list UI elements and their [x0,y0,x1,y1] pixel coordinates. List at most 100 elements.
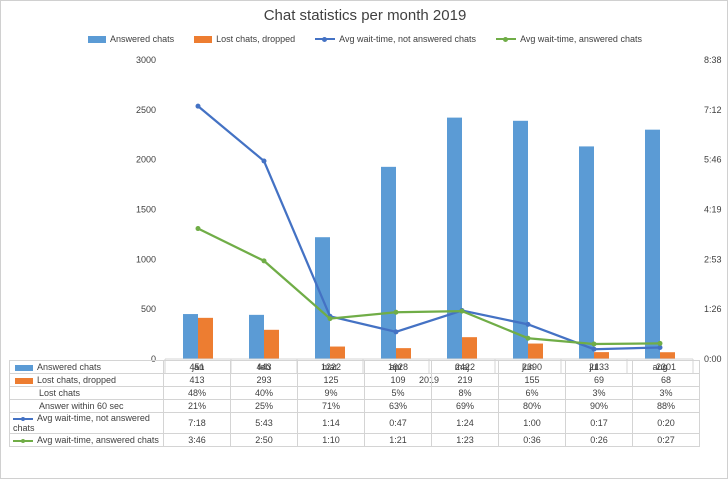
table-row-label: Lost chats [39,388,81,398]
table-cell: 2422 [431,360,499,374]
bar-answered-apr [381,166,396,359]
y-right-tick-label: 2:53 [704,254,722,264]
table-cell: 0:27 [632,433,700,447]
table-legend-key [15,377,33,384]
point-wait-not-answered-jan [195,103,201,109]
y-left-tick-label: 2000 [136,155,156,165]
table-cell: 2301 [632,360,700,374]
y-left-tick-label: 500 [141,304,156,314]
table-cell: 5% [364,386,432,400]
table-cell: 293 [230,373,298,387]
table-cell: 0:47 [364,412,432,434]
table-cell: 3:46 [163,433,231,447]
legend-entry-wait-answered: Avg wait-time, answered chats [496,34,642,44]
bar-lost-maj [462,337,477,359]
table-row-label: Avg wait-time, answered chats [37,435,159,445]
table-cell: 219 [431,373,499,387]
bar-lost-aug [660,352,675,359]
table-cell: 80% [498,399,566,413]
table-legend-key [13,438,33,443]
point-wait-not-answered-aug [657,344,663,350]
bar-lost-jun [528,343,543,359]
y-right-tick-label: 1:26 [704,304,722,314]
table-cell: 71% [297,399,365,413]
table-cell: 69 [565,373,633,387]
bar-answered-jul [579,146,594,359]
legend-swatch-answered [88,35,107,43]
table-cell: 1:23 [431,433,499,447]
bar-lost-jul [594,352,609,359]
point-wait-answered-apr [393,309,399,315]
legend-swatch-lost [194,35,213,43]
y-left-tick-label: 3000 [136,55,156,65]
plot-area: 0 500 1000 1500 2000 2500 3000 0:00 1:26 2:53 4:19… [136,55,722,373]
table-legend-key [15,364,33,371]
table-cell: 90% [565,399,633,413]
table-cell: 25% [230,399,298,413]
y-left-tick-label: 1500 [136,205,156,215]
y-right-tick-label: 0:00 [704,354,722,364]
table-cell: 0:17 [565,412,633,434]
table-cell: 0:26 [565,433,633,447]
table-cell: 1:14 [297,412,365,434]
table-row-header: Answer within 60 sec [9,399,164,413]
line-wait-answered [197,227,661,346]
point-wait-answered-feb [261,258,267,264]
table-cell: 413 [163,373,231,387]
table-row: Avg wait-time, not answered chats 7:18 5:4… [9,412,700,434]
table-row-label: Avg wait-time, not answered chats [13,413,150,433]
line-wait-not-answered [197,105,661,351]
table-row: Answer within 60 sec 21% 25% 71% 63% 69% 80% 90… [9,399,700,413]
table-row-header: Answered chats [9,360,164,374]
bar-answered-feb [249,314,264,359]
point-wait-not-answered-feb [261,158,267,164]
table-cell: 63% [364,399,432,413]
table-row-header: Lost chats, dropped [9,373,164,387]
table-row-label: Answered chats [37,362,102,372]
table-cell: 0:36 [498,433,566,447]
table-cell: 2:50 [230,433,298,447]
table-cell: 2133 [565,360,633,374]
table-cell: 3% [632,386,700,400]
bar-answered-jan [183,314,198,359]
table-cell: 0:20 [632,412,700,434]
bar-lost-mar [330,346,345,359]
bar-answered-jun [513,120,528,360]
y-left-tick-label: 2500 [136,105,156,115]
table-legend-key [13,416,33,421]
table-row-header: Lost chats [9,386,164,400]
legend-entry-lost-chats-dropped: Lost chats, dropped [194,34,295,44]
point-wait-not-answered-jul [591,346,597,352]
table-cell: 8% [431,386,499,400]
table-row: Avg wait-time, answered chats 3:46 2:50 1:1… [9,433,700,447]
legend-entry-wait-not-answered: Avg wait-time, not answered chats [315,34,476,44]
bar-answered-aug [645,129,660,359]
table-cell: 7:18 [163,412,231,434]
table-cell: 6% [498,386,566,400]
legend-label-wait-answered: Avg wait-time, answered chats [520,34,642,44]
table-cell: 2390 [498,360,566,374]
table-cell: 155 [498,373,566,387]
table-cell: 443 [230,360,298,374]
table-cell: 1:10 [297,433,365,447]
point-wait-not-answered-apr [393,329,399,335]
legend-label-wait-not-answered: Avg wait-time, not answered chats [339,34,477,44]
table-cell: 48% [163,386,231,400]
table-row: Lost chats, dropped 413 293 125 109 219 155 69 6… [9,373,700,387]
y-right-tick-label: 7:12 [704,105,722,115]
point-wait-answered-jun [525,335,531,341]
table-cell: 1:00 [498,412,566,434]
table-cell: 1:21 [364,433,432,447]
table-cell: 88% [632,399,700,413]
y-right-tick-label: 4:19 [704,205,722,215]
table-cell: 1222 [297,360,365,374]
table-cell: 68 [632,373,700,387]
bar-lost-feb [264,329,279,359]
table-cell: 3% [565,386,633,400]
point-wait-answered-aug [657,340,663,346]
table-cell: 109 [364,373,432,387]
bar-answered-maj [447,117,462,359]
legend-swatch-wait-not-answered [315,36,336,42]
chart-title: Chat statistics per month 2019 [263,7,467,24]
